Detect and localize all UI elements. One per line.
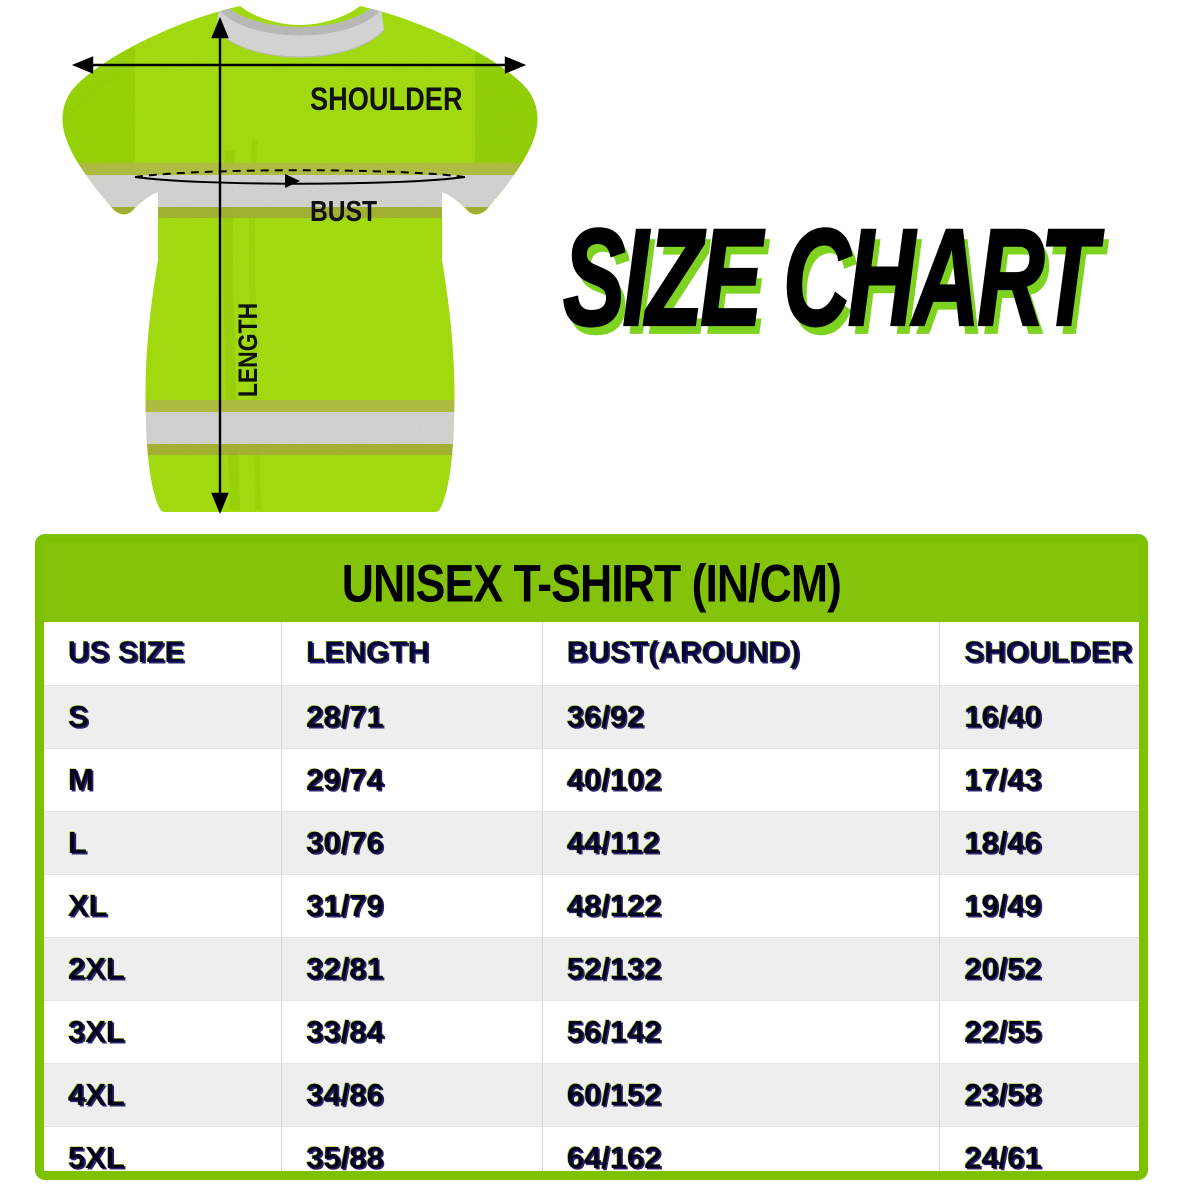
svg-text:SHOULDER: SHOULDER — [310, 82, 463, 118]
svg-text:LENGTH: LENGTH — [233, 303, 263, 397]
svg-text:BUST: BUST — [310, 195, 378, 227]
